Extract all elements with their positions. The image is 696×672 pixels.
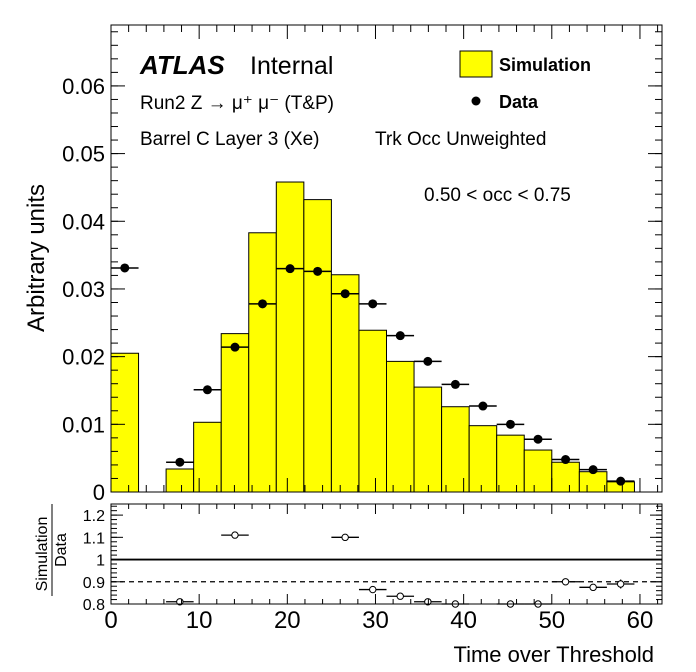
data-point [175,457,185,467]
simulation-bar [441,406,470,493]
ratio-point [231,531,239,539]
upper-y-tick-label: 0.04 [62,209,105,234]
upper-y-tick-label: 0.03 [62,277,105,302]
ratio-pad: 0.8 0.9 1 1.1 1.2 0 10 20 30 40 50 60 Simulation D… [34,503,663,667]
legend: Simulation Data [459,50,591,112]
x-tick-label: 40 [450,607,477,634]
x-tick-label: 20 [274,607,301,634]
simulation-bar [468,425,498,493]
upper-y-tick-label: 0.02 [62,345,105,370]
simulation-bar [413,386,443,493]
data-point [505,419,515,429]
internal-label: Internal [250,52,333,80]
ratio-y-tick-label: 0.8 [83,597,105,614]
data-point [202,385,212,395]
simulation-bar [386,360,415,493]
data-point [285,264,295,274]
ratio-point [589,583,597,592]
data-point [478,401,488,411]
x-axis-label: Time over Threshold [453,642,654,667]
ratio-point [561,578,570,586]
upper-frame [110,24,663,493]
simulation-bar [110,352,140,493]
ratio-y-tick-label: 0.9 [83,575,105,592]
x-tick-label: 60 [627,607,654,634]
ratio-reference-lines [111,558,662,583]
simulation-bar [220,333,250,493]
ratio-point [369,585,377,594]
y-axis-label: Arbitrary units [23,184,50,332]
atlas-label: ATLAS [139,50,225,80]
data-point [395,331,405,341]
simulation-bar [551,461,580,493]
upper-y-tick-label: 0.01 [62,412,105,437]
data-point [120,263,130,273]
upper-x-ticks [110,25,659,492]
legend-data-marker [471,96,481,106]
data-point [450,379,460,389]
simulation-bar [303,199,332,493]
data-point [368,299,378,309]
x-tick-label: 30 [362,607,389,634]
simulation-bar [578,471,608,493]
x-axis: 0 10 20 30 40 50 60 [104,504,659,634]
upper-y-axis: 0 0.01 0.02 0.03 0.04 0.05 0.06 [62,31,662,505]
upper-y-tick-label: 0 [93,480,105,505]
ratio-y-tick-label: 1 [96,553,105,570]
simulation-bar [358,329,388,493]
data-point [258,299,268,309]
simulation-histogram [110,181,635,493]
ratio-y-tick-label: 1.1 [83,530,105,547]
region-label: Barrel C Layer 3 (Xe) [140,129,320,150]
ratio-frame [110,503,663,605]
data-point [340,289,350,299]
x-tick-label: 50 [538,607,565,634]
ratio-y-label-denominator: Data [53,533,70,567]
ratio-point [396,592,404,600]
occupancy-cut-label: 0.50 < occ < 0.75 [424,185,571,206]
upper-pad: 0 0.01 0.02 0.03 0.04 0.05 0.06 Arbitrary unit… [23,24,663,505]
simulation-bar [165,468,195,493]
data-points [111,263,635,486]
weighting-label: Trk Occ Unweighted [375,129,546,150]
ratio-y-axis: 0.8 0.9 1 1.1 1.2 [83,505,662,614]
simulation-bar [496,434,525,493]
x-tick-label: 10 [186,607,213,634]
legend-data-label: Data [499,92,539,112]
data-point [423,356,433,366]
ratio-point [616,580,625,588]
data-point [616,476,626,486]
x-tick-label: 0 [104,607,117,634]
data-point [533,434,543,444]
process-label: Run2 Z → μ⁺ μ⁻ (T&P) [140,93,334,114]
simulation-bar [523,449,553,493]
simulation-bar [275,181,305,493]
ratio-points [166,531,635,608]
ratio-point [341,533,349,542]
data-point [588,465,598,475]
data-point [561,455,571,465]
simulation-bar [248,232,277,493]
upper-y-tick-label: 0.06 [62,74,105,99]
data-point [230,342,240,352]
simulation-bar [330,274,360,493]
legend-simulation-label: Simulation [499,55,591,75]
legend-simulation-swatch [459,50,493,78]
simulation-bar [193,421,222,493]
data-point [313,266,323,276]
ratio-y-tick-label: 1.2 [83,508,105,525]
ratio-point [424,598,432,606]
ratio-y-label-numerator: Simulation [34,517,51,592]
upper-y-tick-label: 0.05 [62,142,105,167]
